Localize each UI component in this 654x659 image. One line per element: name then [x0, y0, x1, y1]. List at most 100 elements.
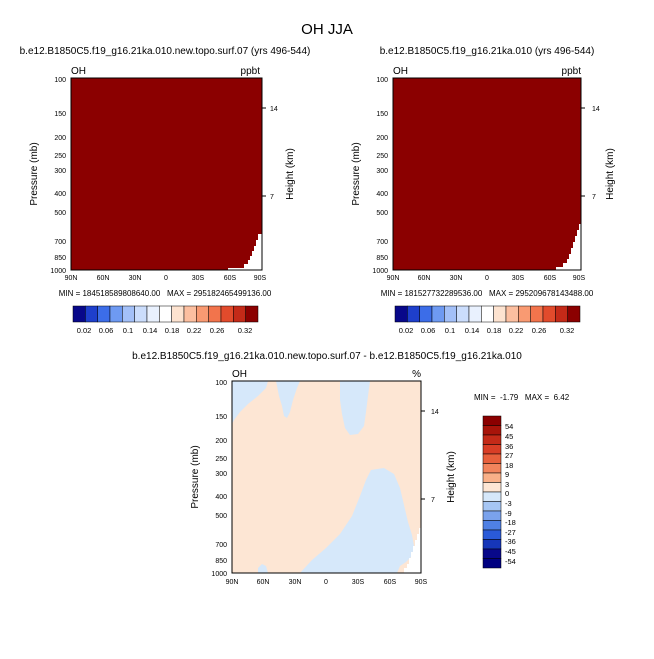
difference-field	[232, 381, 421, 573]
missing-data-staircase	[228, 234, 262, 270]
x-tick-label: 60N	[97, 275, 110, 282]
y2-axis-label: Height (km)	[285, 148, 296, 200]
panel-control-title: b.e12.B1850C5.f19_g16.21ka.010 (yrs 496-…	[380, 46, 595, 57]
negative-difference-region	[232, 381, 268, 424]
colorbar-label: 0.22	[187, 326, 202, 335]
panel-control-units: ppbt	[562, 66, 582, 77]
colorbar-label: 3	[505, 480, 509, 489]
negative-difference-region	[258, 564, 268, 573]
missing-data-staircase	[556, 224, 581, 270]
plot-frame	[70, 77, 263, 271]
x-tick-label: 90S	[573, 275, 586, 282]
colorbar-label: -3	[505, 499, 512, 508]
missing-data-staircase	[404, 528, 421, 573]
colorbar-swatch	[482, 434, 502, 445]
field-stats: MIN = 184518589808640.00 MAX = 295182465…	[59, 289, 272, 298]
negative-difference-region	[276, 381, 300, 418]
negative-difference-region	[300, 468, 414, 573]
y2-ticks: 14 7	[262, 106, 278, 201]
y-tick-label: 300	[54, 168, 66, 175]
colorbar-label: -18	[505, 518, 516, 527]
panel-difference-units: %	[412, 369, 421, 380]
colorbar-swatch	[419, 305, 433, 323]
y-ticks: 100 150 200 250 300 400 500 700 850 1000	[211, 380, 227, 578]
colorbar-label: 18	[505, 461, 513, 470]
panel-control-field	[393, 78, 581, 270]
colorbar-swatch	[183, 305, 197, 323]
colorbar-swatch	[482, 520, 502, 531]
y2-tick-label: 14	[270, 106, 278, 113]
colorbar-label: 0.1	[123, 326, 133, 335]
colorbar-swatch	[482, 510, 502, 521]
colorbar-swatch	[146, 305, 160, 323]
colorbar	[394, 305, 581, 323]
colorbar-swatch	[482, 415, 502, 426]
colorbar-label: 45	[505, 432, 513, 441]
y-tick-label: 850	[215, 558, 227, 565]
y-tick-label: 500	[54, 210, 66, 217]
y-tick-label: 400	[54, 191, 66, 198]
colorbar-swatch	[481, 305, 494, 323]
y-tick-label: 500	[376, 210, 388, 217]
plot-frame	[231, 380, 422, 574]
panel-difference-variable: OH	[232, 369, 247, 380]
y2-ticks: 14 7	[421, 409, 439, 504]
x-tick-label: 90S	[254, 275, 267, 282]
x-tick-label: 0	[324, 579, 328, 586]
y-tick-label: 150	[376, 111, 388, 118]
y2-tick-label: 7	[270, 194, 274, 201]
x-tick-label: 90N	[65, 275, 78, 282]
x-tick-label: 90N	[387, 275, 400, 282]
y-tick-label: 100	[376, 77, 388, 84]
colorbar-label: 0.18	[487, 326, 502, 335]
y-tick-label: 100	[215, 380, 227, 387]
panel-control: b.e12.B1850C5.f19_g16.21ka.010 (yrs 496-…	[351, 46, 616, 335]
colorbar-swatch	[159, 305, 172, 323]
y-tick-label: 150	[215, 414, 227, 421]
colorbar-swatch	[85, 305, 98, 323]
colorbar-label: 0.26	[210, 326, 225, 335]
panel-difference: b.e12.B1850C5.f19_g16.21ka.010.new.topo.…	[132, 351, 570, 586]
x-tick-label: 0	[485, 275, 489, 282]
colorbar-swatch	[505, 305, 519, 323]
y-ticks: 100 150 200 250 300 400 500 700 850 1000	[372, 77, 388, 275]
x-tick-label: 30S	[512, 275, 525, 282]
colorbar-swatch	[482, 539, 502, 550]
vertical-colorbar	[482, 415, 502, 569]
colorbar-swatch	[97, 305, 111, 323]
colorbar-swatch	[394, 305, 408, 323]
y2-tick-label: 14	[592, 106, 600, 113]
colorbar-label: 0.18	[165, 326, 180, 335]
colorbar-swatch	[482, 558, 502, 569]
colorbar-swatch	[567, 305, 581, 323]
y-tick-label: 1000	[50, 268, 66, 275]
x-ticks: 90N 60N 30N 0 30S 60S 90S	[226, 579, 428, 586]
colorbar-swatch	[530, 305, 544, 323]
y-axis-label: Pressure (mb)	[190, 445, 201, 508]
x-tick-label: 90N	[226, 579, 239, 586]
y-axis-label: Pressure (mb)	[351, 142, 362, 205]
y2-ticks: 14 7	[581, 106, 600, 201]
colorbar-swatch	[444, 305, 457, 323]
colorbar-label: 0.14	[465, 326, 480, 335]
y2-axis-label: Height (km)	[605, 148, 616, 200]
y-tick-label: 700	[215, 542, 227, 549]
colorbar-swatch	[407, 305, 420, 323]
colorbar-swatch	[134, 305, 148, 323]
colorbar-swatch	[493, 305, 507, 323]
colorbar-swatch	[468, 305, 482, 323]
panel-experiment-units: ppbt	[241, 66, 261, 77]
y-tick-label: 200	[54, 135, 66, 142]
colorbar-swatch	[431, 305, 445, 323]
colorbar-label: 0	[505, 489, 509, 498]
y2-tick-label: 7	[431, 497, 435, 504]
x-tick-label: 30N	[129, 275, 142, 282]
x-ticks: 90N 60N 30N 0 30S 60S 90S	[387, 275, 586, 282]
y2-tick-label: 7	[592, 194, 596, 201]
panel-experiment-variable: OH	[71, 66, 86, 77]
y-tick-label: 700	[376, 239, 388, 246]
figure-title: OH JJA	[301, 21, 353, 38]
colorbar-labels: 0.02 0.06 0.1 0.14 0.18 0.22 0.26 0.32	[77, 326, 253, 335]
y-tick-label: 1000	[211, 571, 227, 578]
y-tick-label: 1000	[372, 268, 388, 275]
